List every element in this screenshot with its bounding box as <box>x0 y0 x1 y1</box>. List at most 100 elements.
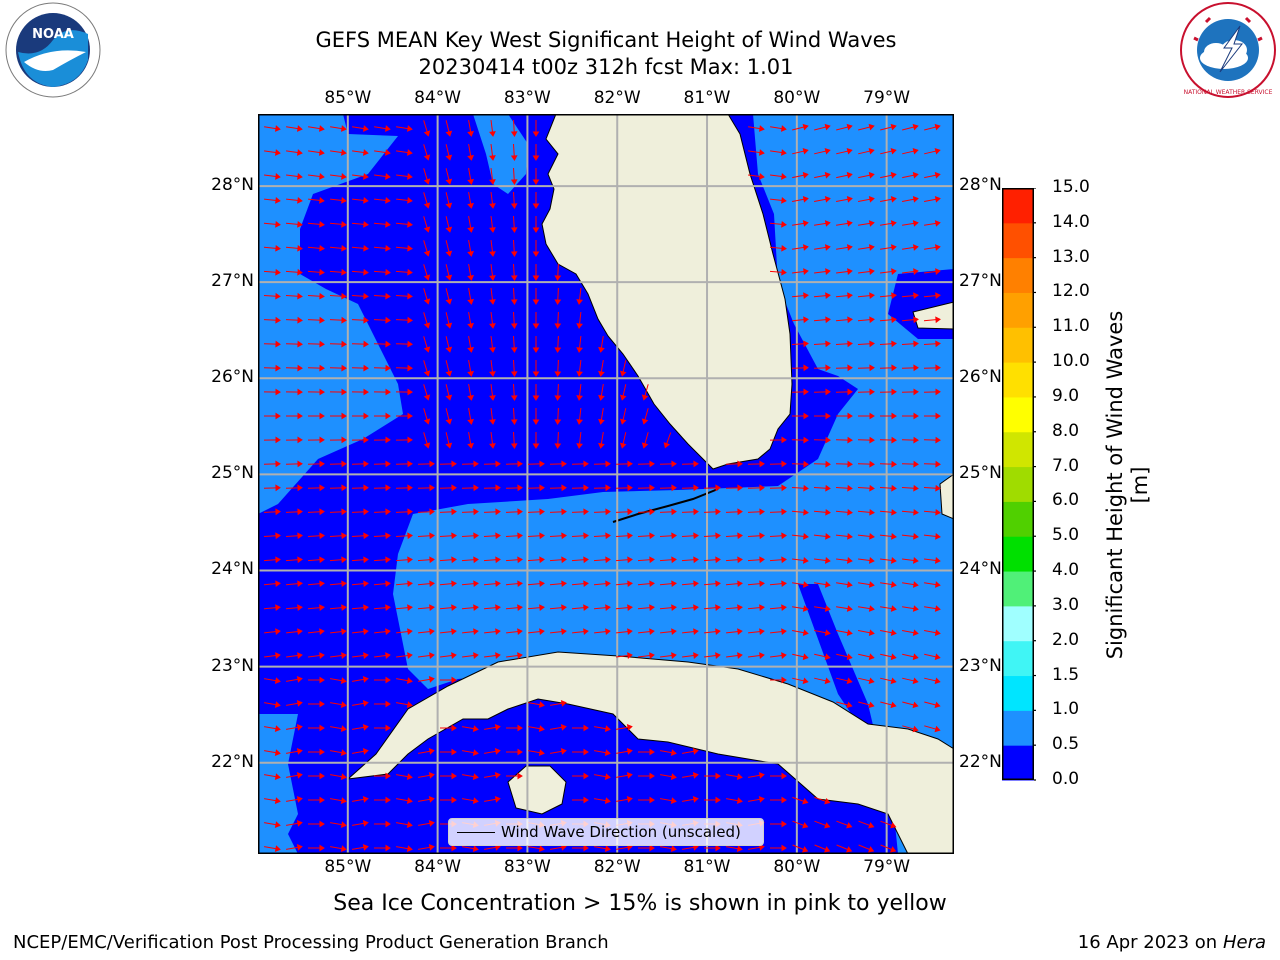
colorbar-tick-label: 8.0 <box>1052 420 1080 441</box>
wave-direction-arrowhead <box>890 846 897 853</box>
colorbar-tick-label: 0.5 <box>1052 734 1080 755</box>
wave-direction-arrowhead <box>824 629 831 636</box>
wave-direction-arrowhead <box>561 556 567 564</box>
wave-direction-arrowhead <box>275 316 281 324</box>
wave-direction-arrowhead <box>340 677 347 685</box>
wave-direction-arrowhead <box>363 436 369 444</box>
lon-tick-label: 80°W <box>773 857 821 877</box>
colorbar-segment <box>1002 710 1034 746</box>
wave-direction-arrowhead <box>554 419 562 425</box>
wave-direction-arrowhead <box>619 370 627 377</box>
wave-direction-arrowhead <box>296 843 303 851</box>
wave-direction-arrowhead <box>539 580 545 588</box>
wave-direction-arrowhead <box>781 436 787 444</box>
wave-direction-arrowhead <box>554 275 562 281</box>
wave-direction-arrowhead <box>869 268 875 275</box>
wave-direction-arrowhead <box>576 419 583 425</box>
wave-direction-arrowhead <box>825 508 831 516</box>
wave-direction-arrowhead <box>451 724 457 732</box>
wave-direction-arrowhead <box>868 629 875 636</box>
legend-line-icon <box>457 832 495 833</box>
wave-direction-arrowhead <box>846 171 853 179</box>
wave-direction-arrowhead <box>891 436 897 444</box>
wave-direction-arrowhead <box>297 556 303 564</box>
wave-direction-arrowhead <box>715 604 721 612</box>
wave-direction-arrowhead <box>532 131 540 137</box>
wave-direction-arrowhead <box>274 749 281 757</box>
wave-direction-arrowhead <box>532 251 540 257</box>
wave-direction-arrowhead <box>913 388 919 396</box>
wave-direction-arrowhead <box>297 580 303 588</box>
wave-direction-arrowhead <box>935 268 941 275</box>
wave-direction-arrowhead <box>489 251 496 257</box>
wave-direction-arrowhead <box>363 580 369 588</box>
wave-direction-arrowhead <box>341 173 347 180</box>
wave-direction-arrowhead <box>554 371 562 377</box>
wave-direction-arrowhead <box>890 653 897 661</box>
wave-direction-arrowhead <box>407 556 413 564</box>
wave-direction-arrowhead <box>319 820 325 828</box>
wave-direction-arrowhead <box>275 412 281 420</box>
wave-direction-arrowhead <box>847 388 853 396</box>
wave-direction-arrowhead <box>847 340 853 348</box>
noaa-logo-icon: NOAA <box>5 2 101 98</box>
wave-direction-arrowhead <box>554 395 562 401</box>
wave-direction-arrowhead <box>781 484 787 492</box>
wind-wave-arrows <box>263 119 941 853</box>
wave-direction-arrowhead <box>429 628 435 635</box>
wave-direction-arrowhead <box>583 724 589 732</box>
colorbar-tick-label: 9.0 <box>1052 385 1080 406</box>
wave-direction-arrowhead <box>715 508 721 516</box>
wave-direction-arrowhead <box>554 443 562 449</box>
wave-direction-arrowhead <box>913 460 919 468</box>
wave-direction-arrowhead <box>781 844 787 852</box>
wave-direction-arrowhead <box>869 340 875 348</box>
wave-direction-arrowhead <box>363 412 369 420</box>
wave-direction-arrowhead <box>759 532 765 540</box>
wave-direction-arrowhead <box>781 173 787 180</box>
wave-direction-arrowhead <box>934 196 941 203</box>
wave-direction-arrowhead <box>510 227 518 233</box>
wave-direction-arrowhead <box>605 556 611 564</box>
wave-direction-arrowhead <box>451 844 457 852</box>
lon-tick-label: 83°W <box>503 88 551 108</box>
wave-direction-arrowhead <box>824 244 831 251</box>
wave-direction-arrowhead <box>934 605 941 612</box>
wave-direction-arrowhead <box>429 460 435 468</box>
wave-direction-arrowhead <box>275 340 281 348</box>
wave-direction-arrowhead <box>604 845 611 853</box>
wave-direction-arrowhead <box>890 244 897 251</box>
wave-direction-arrowhead <box>363 388 369 396</box>
wave-direction-arrowhead <box>561 628 567 635</box>
wave-direction-arrowhead <box>319 772 325 780</box>
wave-direction-arrowhead <box>619 418 627 425</box>
wave-direction-arrowhead <box>605 580 611 588</box>
wave-direction-arrowhead <box>473 484 479 492</box>
wave-direction-arrowhead <box>935 412 941 420</box>
wave-direction-arrowhead <box>576 395 583 401</box>
wave-direction-arrowhead <box>671 628 677 635</box>
wave-direction-arrowhead <box>824 171 831 179</box>
wave-direction-arrowhead <box>473 580 479 588</box>
wave-height-map <box>258 114 954 854</box>
wave-direction-arrowhead <box>802 244 809 251</box>
wave-direction-arrowhead <box>445 130 453 137</box>
wave-direction-arrowhead <box>803 364 809 372</box>
colorbar-segment <box>1002 257 1034 293</box>
wave-direction-arrowhead <box>583 844 589 852</box>
wave-direction-arrowhead <box>385 292 391 300</box>
wave-direction-arrowhead <box>495 604 501 612</box>
wave-direction-arrowhead <box>362 843 369 851</box>
wave-direction-arrowhead <box>912 653 919 661</box>
wave-direction-arrowhead <box>340 749 347 757</box>
wave-direction-arrowhead <box>846 701 853 709</box>
wave-direction-arrowhead <box>825 292 831 300</box>
wave-direction-arrowhead <box>737 484 743 492</box>
wave-direction-arrowhead <box>846 677 853 685</box>
wave-direction-arrowhead <box>473 508 479 516</box>
wave-direction-arrowhead <box>869 292 875 300</box>
wave-direction-arrowhead <box>891 340 897 348</box>
wave-direction-arrowhead <box>517 460 523 468</box>
colorbar-segment <box>1002 362 1034 398</box>
nws-logo-text: NATIONAL WEATHER SERVICE <box>1184 89 1273 96</box>
